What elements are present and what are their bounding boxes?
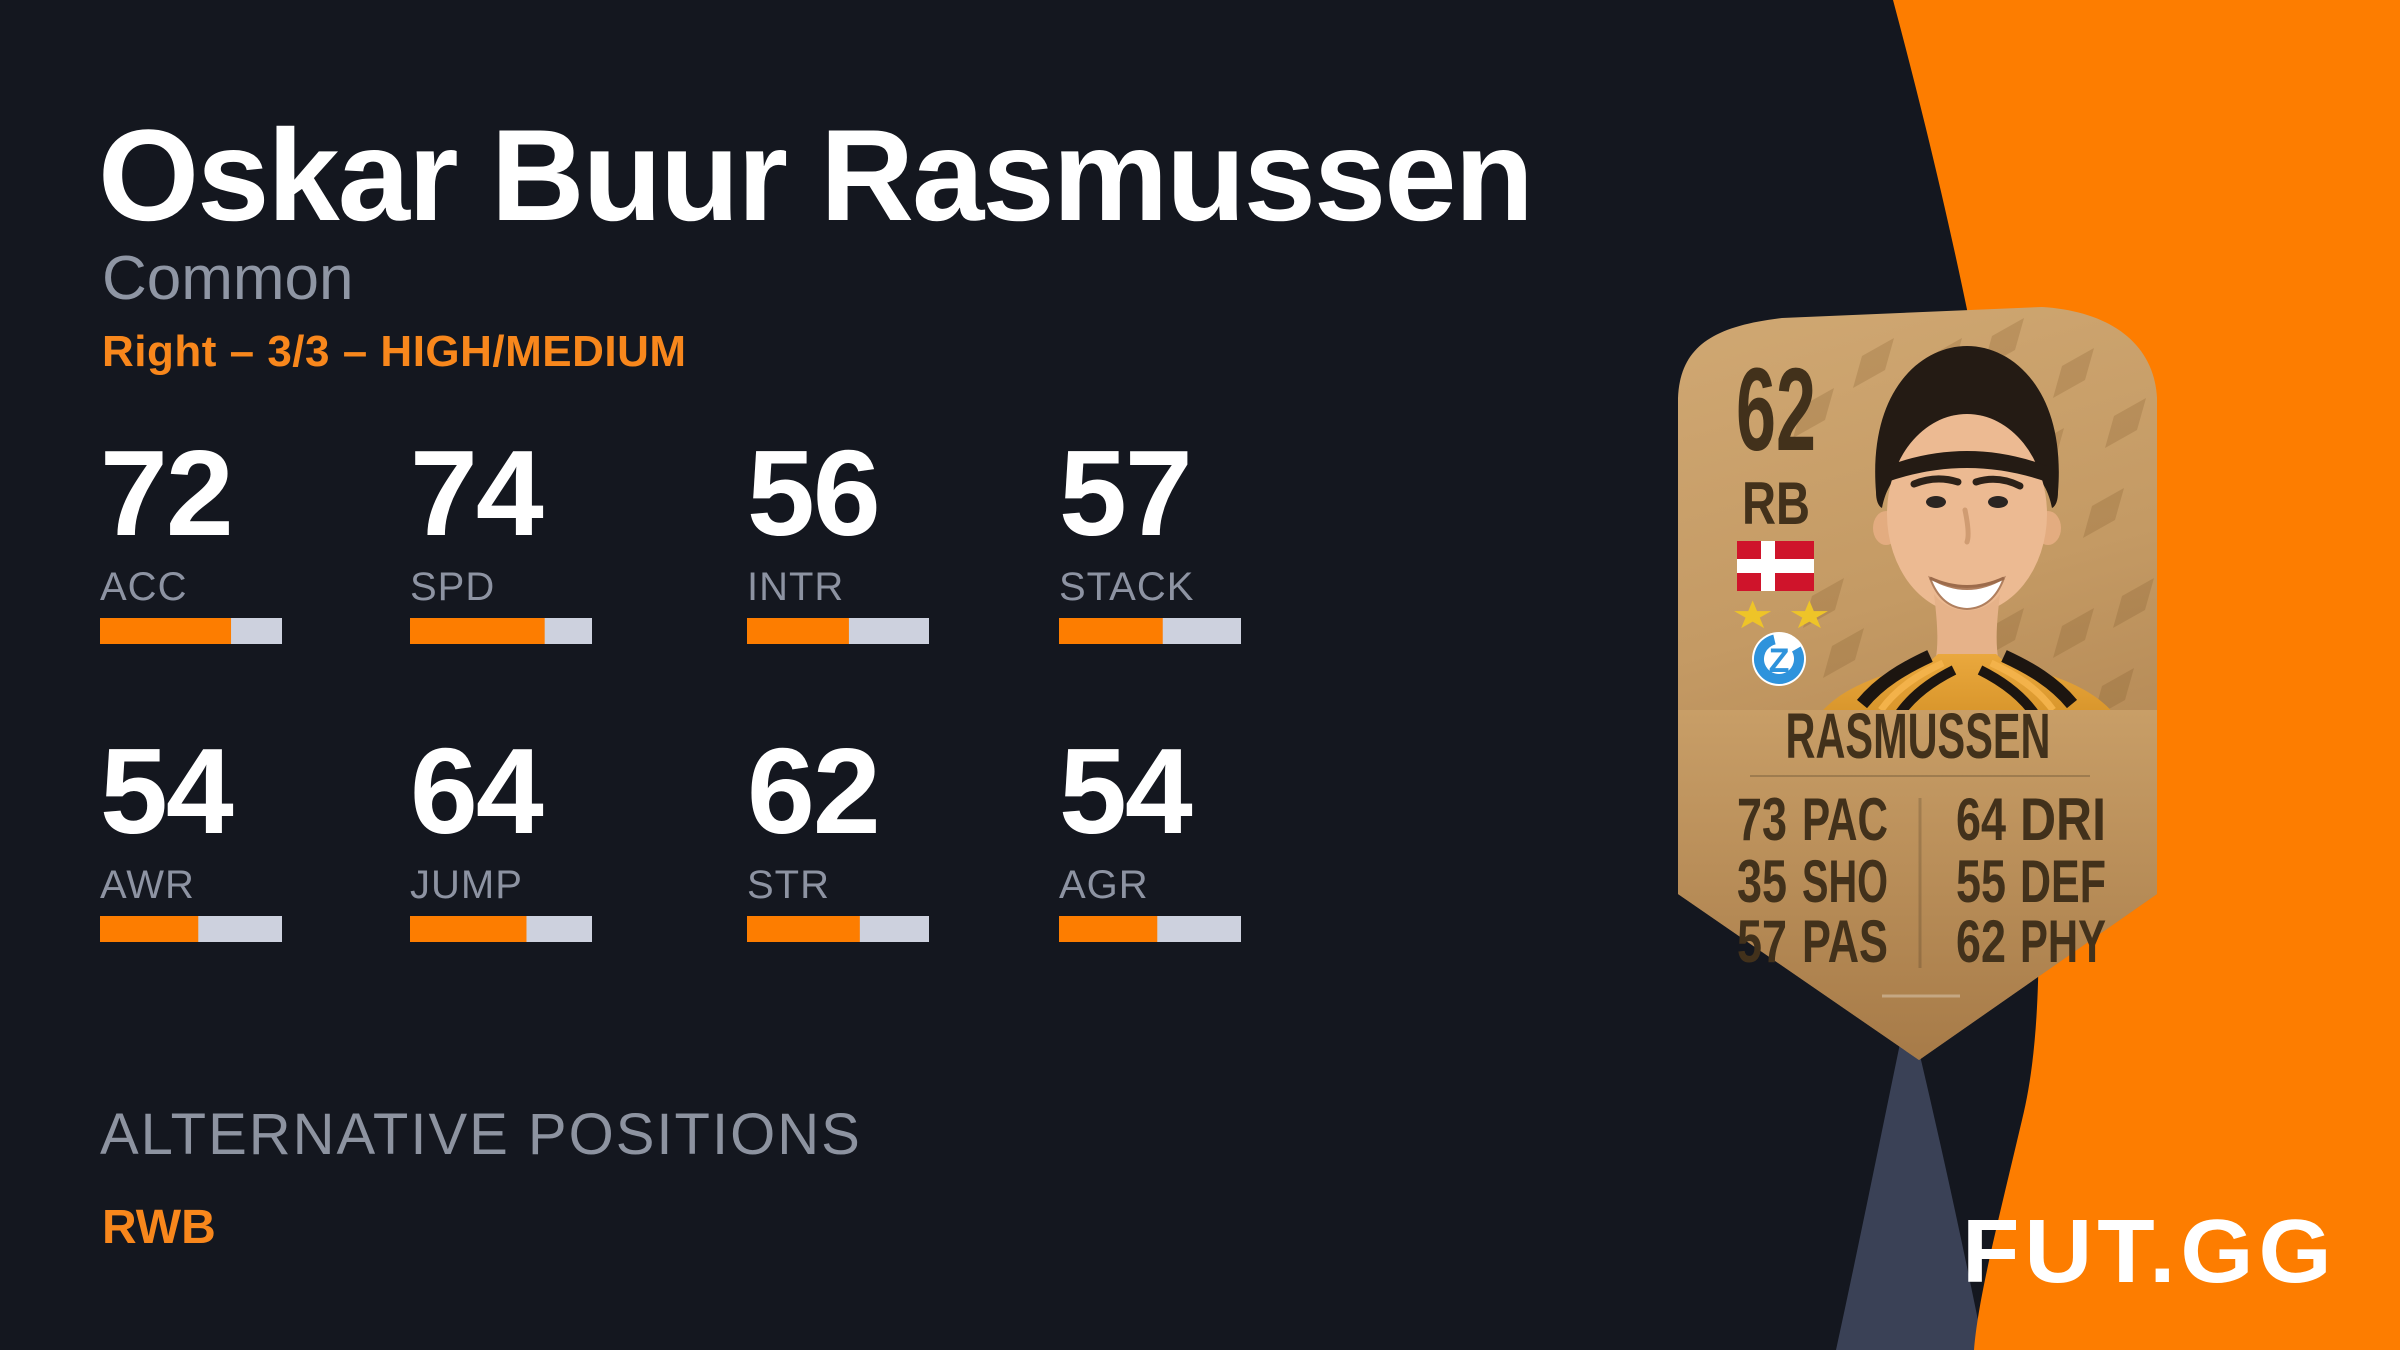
- foot-skills-workrate-line: Right – 3/3 – HIGH/MEDIUM: [102, 327, 687, 376]
- badge-letter: Z: [1769, 642, 1790, 680]
- rarity-label: Common: [102, 244, 354, 313]
- card-stat-value: 64: [1956, 786, 2006, 853]
- denmark-flag-icon: [1737, 541, 1814, 591]
- stat-str: 62 STR: [747, 730, 947, 942]
- alternative-position-rwb: RWB: [102, 1201, 216, 1254]
- card-stat-label: PAC: [1802, 786, 1888, 853]
- futgg-logo: FUT.GG: [1962, 1200, 2337, 1302]
- stat-bar: [410, 916, 592, 942]
- card-player-name: RASMUSSEN: [1786, 700, 2051, 772]
- stat-value: 57: [1059, 425, 1193, 561]
- card-rating: 62: [1736, 344, 1816, 476]
- card-stat-label: DEF: [2020, 848, 2106, 915]
- stat-label: JUMP: [410, 863, 523, 907]
- stat-value: 74: [410, 425, 544, 561]
- stat-jump: 64 JUMP: [410, 730, 610, 942]
- stat-bar: [1059, 916, 1241, 942]
- card-stat-label: PAS: [1802, 908, 1888, 975]
- stat-bar: [100, 916, 282, 942]
- card-position: RB: [1742, 470, 1810, 537]
- stat-value: 56: [747, 425, 881, 561]
- card-stat-label: DRI: [2020, 786, 2106, 853]
- stat-intr: 56 INTR: [747, 432, 947, 644]
- card-stats: 73 PAC 35 SHO 57 PAS 64 DRI 55 DEF 62 PH…: [1737, 786, 2106, 975]
- alternative-positions-heading: ALTERNATIVE POSITIONS: [100, 1102, 862, 1167]
- card-lower-band: [1678, 710, 2157, 1060]
- stat-value: 64: [410, 723, 544, 859]
- card-stat-value: 73: [1737, 786, 1787, 853]
- stat-value: 72: [100, 425, 234, 561]
- stat-bar: [1059, 618, 1241, 644]
- page-title: Oskar Buur Rasmussen: [98, 102, 1534, 248]
- card-stat-value: 62: [1956, 908, 2006, 975]
- card-stat-value: 35: [1737, 848, 1787, 915]
- player-smile: [1928, 575, 2006, 611]
- stat-label: SPD: [410, 565, 496, 609]
- stat-acc: 72 ACC: [100, 432, 300, 644]
- stat-value: 62: [747, 723, 881, 859]
- card-stat-value: 57: [1737, 908, 1787, 975]
- grasshopper-club-badge-icon: Z: [1752, 632, 1806, 686]
- stat-bar: [747, 618, 929, 644]
- stat-bar: [100, 618, 282, 644]
- card-stat-value: 55: [1956, 848, 2006, 915]
- stat-awr: 54 AWR: [100, 730, 300, 942]
- stat-stack: 57 STACK: [1059, 432, 1259, 644]
- stat-bar: [747, 916, 929, 942]
- card-stat-label: PHY: [2020, 908, 2106, 975]
- stat-value: 54: [1059, 723, 1193, 859]
- stat-label: STACK: [1059, 565, 1195, 609]
- slate-wedge-shape: [1836, 1005, 1984, 1350]
- stat-spd: 74 SPD: [410, 432, 610, 644]
- fut-player-card: 62 RB ★ ★ Z RASMUSSEN 73 PAC 35 SHO 57 P…: [1678, 307, 2157, 1060]
- stat-label: INTR: [747, 565, 845, 609]
- stat-value: 54: [100, 723, 234, 859]
- card-stat-label: SHO: [1802, 848, 1888, 915]
- stat-label: ACC: [100, 565, 188, 609]
- stat-label: AWR: [100, 863, 195, 907]
- stat-label: STR: [747, 863, 830, 907]
- club-stars: ★ ★: [1731, 595, 1831, 637]
- attribute-grid: 72 ACC 74 SPD 56 INTR 57 STAC: [100, 432, 1450, 1042]
- stat-bar: [410, 618, 592, 644]
- stat-label: AGR: [1059, 863, 1149, 907]
- stat-agr: 54 AGR: [1059, 730, 1259, 942]
